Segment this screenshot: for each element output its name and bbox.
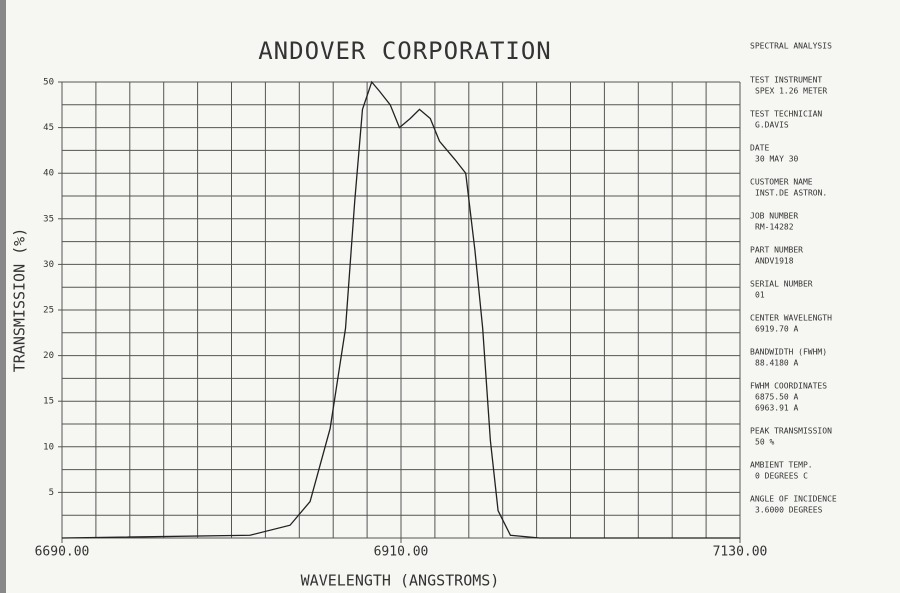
panel-value: 50 % bbox=[755, 438, 774, 447]
panel-value: 3.6000 DEGREES bbox=[755, 506, 823, 515]
y-tick-label: 15 bbox=[43, 397, 54, 407]
y-axis-label: TRANSMISSION (%) bbox=[11, 228, 29, 373]
panel-label: FWHM COORDINATES bbox=[750, 382, 827, 391]
panel-value: 01 bbox=[755, 291, 765, 300]
y-tick-label: 10 bbox=[43, 442, 54, 452]
panel-value: 0 DEGREES C bbox=[755, 472, 808, 481]
y-tick-label: 5 bbox=[49, 488, 54, 498]
chart-title: ANDOVER CORPORATION bbox=[258, 37, 552, 65]
panel-value: INST.DE ASTRON. bbox=[755, 189, 827, 198]
panel-label: JOB NUMBER bbox=[750, 212, 798, 221]
panel-value: 30 MAY 30 bbox=[755, 155, 799, 164]
panel-label: AMBIENT TEMP. bbox=[750, 461, 813, 470]
x-tick-label: 6690.00 bbox=[35, 545, 90, 560]
panel-label: PART NUMBER bbox=[750, 246, 803, 255]
panel-label: CENTER WAVELENGTH bbox=[750, 314, 832, 323]
panel-value: 6963.91 A bbox=[755, 404, 799, 413]
panel-label: CUSTOMER NAME bbox=[750, 178, 813, 187]
y-tick-label: 50 bbox=[43, 78, 54, 88]
panel-value: RM-14282 bbox=[755, 223, 794, 232]
panel-heading: SPECTRAL ANALYSIS bbox=[750, 42, 832, 51]
panel-label: TEST INSTRUMENT bbox=[750, 76, 822, 85]
panel-value: 6919.70 A bbox=[755, 325, 799, 334]
panel-value: 6875.50 A bbox=[755, 393, 799, 402]
panel-label: DATE bbox=[750, 144, 769, 153]
panel-label: PEAK TRANSMISSION bbox=[750, 427, 832, 436]
y-tick-label: 35 bbox=[43, 214, 54, 224]
panel-value: ANDV1918 bbox=[755, 257, 794, 266]
y-tick-label: 45 bbox=[43, 123, 54, 133]
panel-value: SPEX 1.26 METER bbox=[755, 87, 827, 96]
y-tick-label: 25 bbox=[43, 306, 54, 316]
x-tick-label: 7130.00 bbox=[713, 545, 768, 560]
y-tick-label: 40 bbox=[43, 169, 54, 179]
panel-value: 88.4180 A bbox=[755, 359, 799, 368]
panel-label: TEST TECHNICIAN bbox=[750, 110, 822, 119]
scan-edge bbox=[0, 0, 6, 593]
panel-label: SERIAL NUMBER bbox=[750, 280, 813, 289]
x-axis-label: WAVELENGTH (ANGSTROMS) bbox=[301, 572, 500, 590]
panel-label: BANDWIDTH (FWHM) bbox=[750, 348, 827, 357]
y-tick-label: 30 bbox=[43, 260, 54, 270]
x-tick-label: 6910.00 bbox=[374, 545, 429, 560]
y-tick-label: 20 bbox=[43, 351, 54, 361]
spectrum-line bbox=[61, 80, 740, 539]
panel-value: G.DAVIS bbox=[755, 121, 789, 130]
panel-label: ANGLE OF INCIDENCE bbox=[750, 495, 837, 504]
